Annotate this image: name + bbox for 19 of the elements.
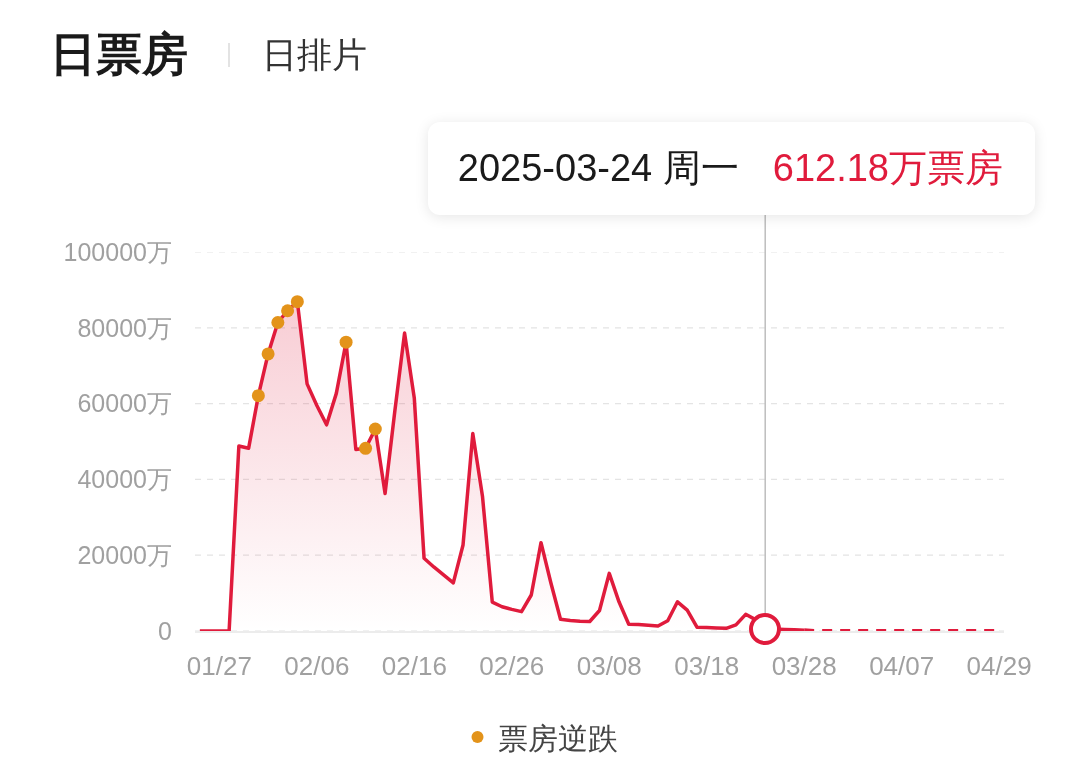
chart-title: 日票房 bbox=[50, 27, 188, 82]
y-tick-label: 40000万 bbox=[77, 465, 172, 494]
chart-subtitle: 日排片 bbox=[262, 33, 367, 76]
x-tick-label: 04/07 bbox=[869, 650, 935, 681]
x-tick-label: 03/08 bbox=[576, 650, 642, 681]
x-tick-label: 03/28 bbox=[771, 650, 837, 681]
y-tick-label: 20000万 bbox=[77, 540, 172, 569]
y-tick-label: 60000万 bbox=[77, 389, 172, 418]
legend-label: 票房逆跌 bbox=[497, 721, 618, 755]
tooltip-card: 2025-03-24 周一 612.18万票房 bbox=[427, 122, 1035, 215]
y-tick-label: 80000万 bbox=[77, 313, 172, 342]
x-tick-label: 02/26 bbox=[479, 650, 545, 681]
x-tick-label: 01/27 bbox=[186, 650, 252, 681]
x-tick-label: 02/06 bbox=[284, 650, 350, 681]
x-tick-label: 04/29 bbox=[966, 650, 1032, 681]
x-tick-label: 03/18 bbox=[674, 650, 740, 681]
y-tick-label: 0 bbox=[158, 616, 172, 645]
x-tick-label: 02/16 bbox=[381, 650, 447, 681]
y-tick-label: 100000万 bbox=[63, 237, 172, 266]
